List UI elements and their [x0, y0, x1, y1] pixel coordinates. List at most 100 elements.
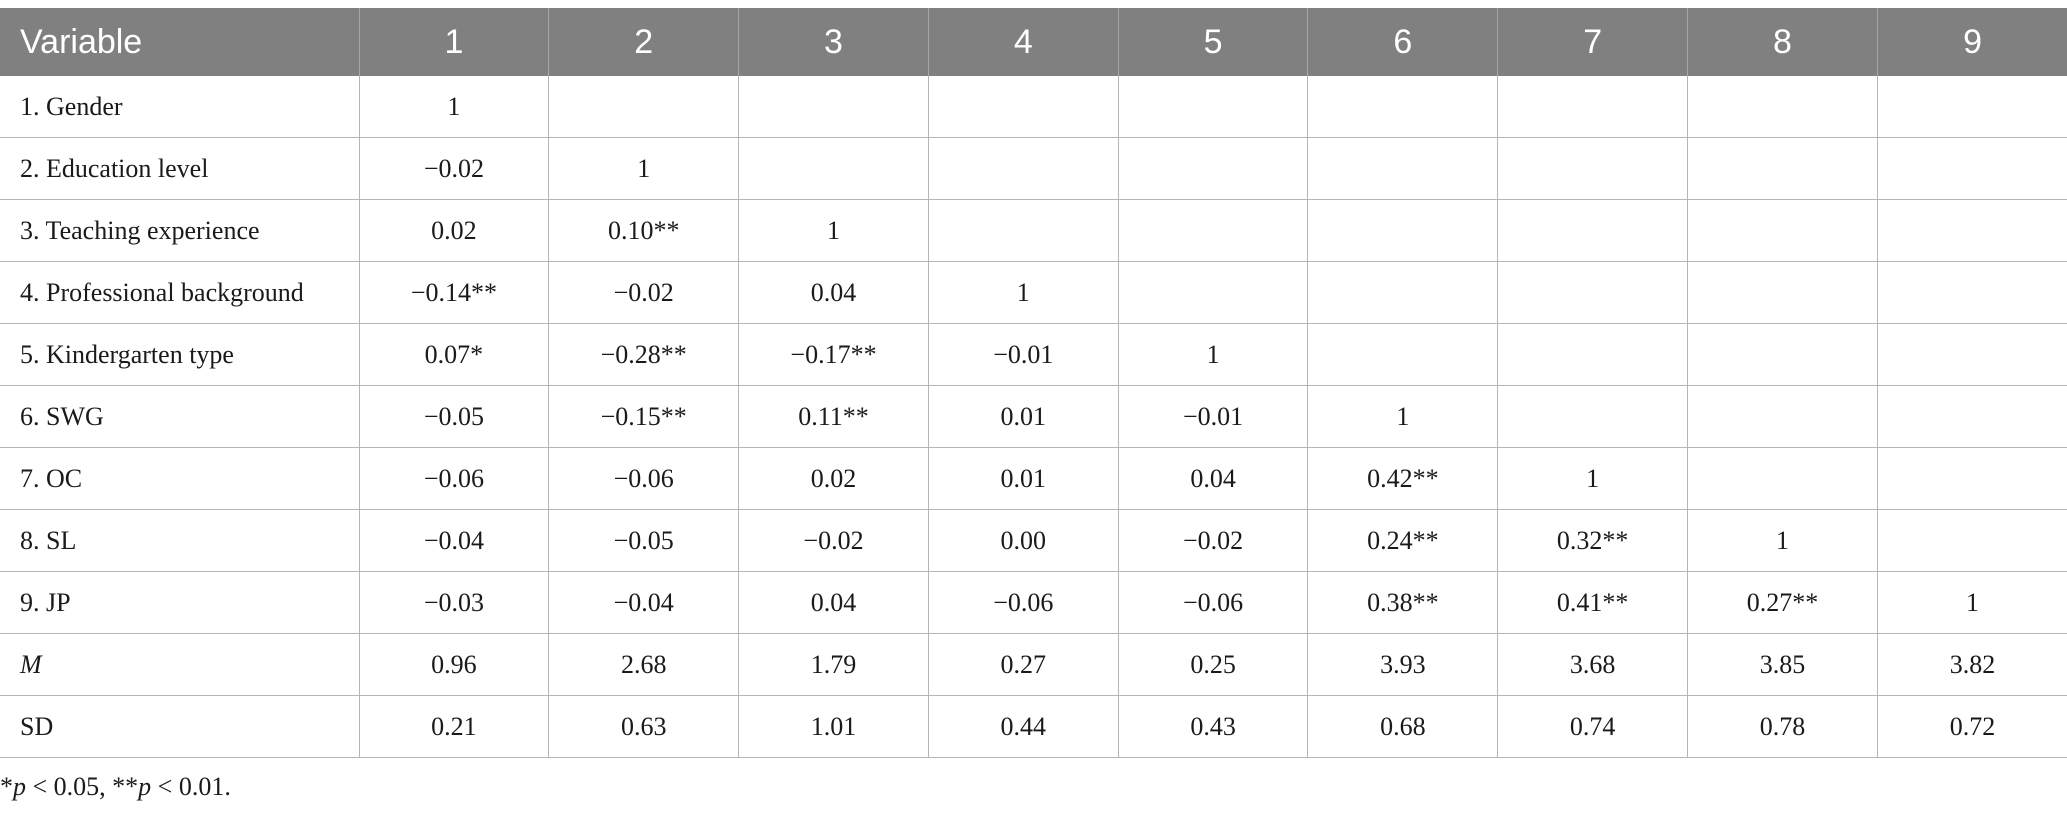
- table-cell: 0.01: [927, 385, 1119, 448]
- table-cell: 0.21: [358, 695, 550, 758]
- table-cell: [738, 137, 929, 200]
- table-cell: [1876, 509, 2067, 572]
- table-cell: [1876, 199, 2067, 262]
- table-cell: 0.43: [1117, 695, 1309, 758]
- row-label: 2. Education level: [0, 137, 360, 200]
- footnote-p-symbol: p: [138, 772, 152, 801]
- table-cell: 0.27**: [1687, 571, 1878, 634]
- column-header-7: 7: [1497, 8, 1688, 76]
- table-cell: −0.15**: [548, 385, 740, 448]
- table-cell: 0.32**: [1497, 509, 1689, 572]
- table-cell: [1876, 385, 2067, 448]
- table-cell: [1307, 76, 1499, 138]
- table-cell: −0.17**: [738, 323, 929, 386]
- table-cell: 0.44: [927, 695, 1119, 758]
- table-row: 4. Professional background −0.14** −0.02 0.…: [0, 261, 2067, 324]
- table-cell: [1117, 76, 1309, 138]
- table-cell: −0.04: [548, 571, 740, 634]
- table-cell: −0.02: [358, 137, 550, 200]
- table-cell: [1497, 199, 1689, 262]
- table-cell: [1497, 385, 1689, 448]
- column-header-2: 2: [548, 8, 739, 76]
- table-cell: [1876, 137, 2067, 200]
- table-cell: 1: [927, 261, 1119, 324]
- table-cell: [1117, 137, 1309, 200]
- table-cell: [927, 137, 1119, 200]
- table-cell: [1307, 137, 1499, 200]
- table-cell: [1497, 137, 1689, 200]
- row-label: M: [0, 633, 360, 696]
- row-label: SD: [0, 695, 360, 758]
- table-cell: 0.01: [927, 447, 1119, 510]
- table-cell: −0.05: [358, 385, 550, 448]
- table-row: 3. Teaching experience 0.02 0.10** 1: [0, 199, 2067, 262]
- row-label: 4. Professional background: [0, 261, 360, 324]
- table-cell: 0.04: [738, 571, 929, 634]
- table-cell: 1: [738, 199, 929, 262]
- table-cell: 0.63: [548, 695, 740, 758]
- table-cell: 0.38**: [1307, 571, 1499, 634]
- table-cell: [1497, 76, 1689, 138]
- table-cell: 0.27: [927, 633, 1119, 696]
- table-footnote: *p < 0.05, **p < 0.01.: [0, 772, 231, 802]
- table-row: M 0.96 2.68 1.79 0.27 0.25 3.93 3.68 3.85 3.82: [0, 633, 2067, 696]
- table-cell: [927, 76, 1119, 138]
- footnote-threshold-2: < 0.01.: [151, 772, 231, 801]
- table-cell: 0.72: [1876, 695, 2067, 758]
- table-cell: −0.01: [927, 323, 1119, 386]
- column-header-1: 1: [358, 8, 549, 76]
- table-cell: [1117, 261, 1309, 324]
- table-cell: 0.78: [1687, 695, 1878, 758]
- table-cell: −0.14**: [358, 261, 550, 324]
- table-cell: [738, 76, 929, 138]
- table-cell: 0.74: [1497, 695, 1689, 758]
- table-cell: 1: [1687, 509, 1878, 572]
- table-cell: 3.93: [1307, 633, 1499, 696]
- table-cell: [1687, 76, 1878, 138]
- table-cell: 0.02: [358, 199, 550, 262]
- header-row: Variable 1 2 3 4 5 6 7 8 9: [0, 8, 2067, 76]
- table-cell: 0.11**: [738, 385, 929, 448]
- column-header-9: 9: [1876, 8, 2067, 76]
- table-cell: 0.04: [1117, 447, 1309, 510]
- table-row: 8. SL −0.04 −0.05 −0.02 0.00 −0.02 0.24** 0.32*…: [0, 509, 2067, 572]
- table-cell: 1: [1876, 571, 2067, 634]
- table-cell: 1: [548, 137, 740, 200]
- table-cell: −0.04: [358, 509, 550, 572]
- table-row: 6. SWG −0.05 −0.15** 0.11** 0.01 −0.01 1: [0, 385, 2067, 448]
- table-cell: −0.05: [548, 509, 740, 572]
- table-cell: [1687, 447, 1878, 510]
- table-cell: 0.42**: [1307, 447, 1499, 510]
- table-cell: 3.68: [1497, 633, 1689, 696]
- row-label: 3. Teaching experience: [0, 199, 360, 262]
- table-row: 1. Gender 1: [0, 76, 2067, 138]
- table-cell: [1876, 76, 2067, 138]
- table-row: 7. OC −0.06 −0.06 0.02 0.01 0.04 0.42** 1: [0, 447, 2067, 510]
- table-cell: 0.24**: [1307, 509, 1499, 572]
- row-label: 7. OC: [0, 447, 360, 510]
- table-cell: −0.01: [1117, 385, 1309, 448]
- table-cell: [1307, 199, 1499, 262]
- table-cell: −0.06: [1117, 571, 1309, 634]
- row-label: 9. JP: [0, 571, 360, 634]
- correlation-table: Variable 1 2 3 4 5 6 7 8 9 1. Gender 1 2. Education…: [0, 8, 2067, 758]
- table-cell: [548, 76, 740, 138]
- table-cell: 1: [358, 76, 550, 138]
- row-label: 8. SL: [0, 509, 360, 572]
- table-header: Variable 1 2 3 4 5 6 7 8 9: [0, 8, 2067, 76]
- table-cell: −0.06: [358, 447, 550, 510]
- table-cell: 1.01: [738, 695, 929, 758]
- table-cell: −0.02: [738, 509, 929, 572]
- table-cell: [927, 199, 1119, 262]
- table-row: SD 0.21 0.63 1.01 0.44 0.43 0.68 0.74 0.78 0.72: [0, 695, 2067, 758]
- column-header-6: 6: [1307, 8, 1498, 76]
- table-cell: 0.41**: [1497, 571, 1689, 634]
- table-cell: 1: [1497, 447, 1689, 510]
- column-header-3: 3: [738, 8, 929, 76]
- table-cell: 0.04: [738, 261, 929, 324]
- table-cell: 0.07*: [358, 323, 550, 386]
- table-cell: [1687, 323, 1878, 386]
- table-cell: −0.28**: [548, 323, 740, 386]
- table-cell: 0.68: [1307, 695, 1499, 758]
- table-cell: [1307, 261, 1499, 324]
